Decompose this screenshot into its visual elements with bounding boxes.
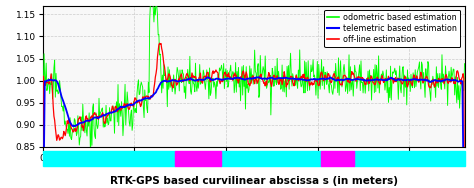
Text: RTK-GPS based curvilinear abscissa s (in meters): RTK-GPS based curvilinear abscissa s (in… (109, 176, 398, 186)
Legend: odometric based estimation, telemetric based estimation, off-line estimation: odometric based estimation, telemetric b… (324, 10, 461, 47)
